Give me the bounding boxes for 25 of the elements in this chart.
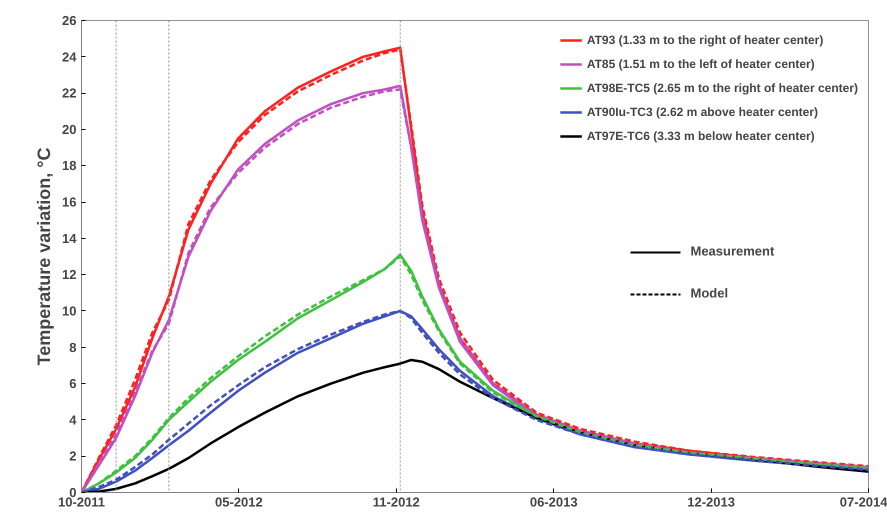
y-tick-label: 8: [69, 340, 77, 355]
y-tick-label: 6: [69, 376, 77, 392]
y-tick-label: 24: [62, 49, 78, 64]
y-tick-label: 18: [62, 158, 77, 174]
y-tick-label: 16: [62, 194, 77, 210]
y-tick-label: 14: [62, 230, 78, 246]
legend-label: AT98E-TC5 (2.65 m to the right of heater center): [586, 80, 858, 96]
y-tick-label: 22: [62, 86, 77, 101]
y-tick-label: 4: [69, 412, 78, 428]
annotation: Model: [690, 286, 728, 300]
legend-label: AT93 (1.33 m to the right of heater center): [586, 32, 824, 48]
y-tick-label: 26: [62, 13, 77, 28]
y-tick-label: 12: [62, 267, 77, 282]
legend-label: AT97E-TC6 (3.33 m below heater center): [586, 128, 815, 144]
annotation: Measurement: [690, 244, 775, 258]
x-tick-label: 06-2013: [530, 494, 578, 510]
x-tick-label: 11-2012: [372, 494, 420, 510]
y-tick-label: 2: [69, 448, 77, 464]
x-tick-label: 05-2012: [215, 494, 263, 510]
legend-label: AT90Iu-TC3 (2.62 m above heater center): [586, 104, 818, 120]
y-axis-title: Temperature variation, °C: [34, 148, 54, 366]
y-tick-label: 10: [62, 303, 77, 318]
legend-label: AT85 (1.51 m to the left of heater center): [586, 56, 815, 72]
y-tick-label: 20: [62, 122, 77, 137]
x-tick-label: 12-2013: [687, 494, 735, 510]
